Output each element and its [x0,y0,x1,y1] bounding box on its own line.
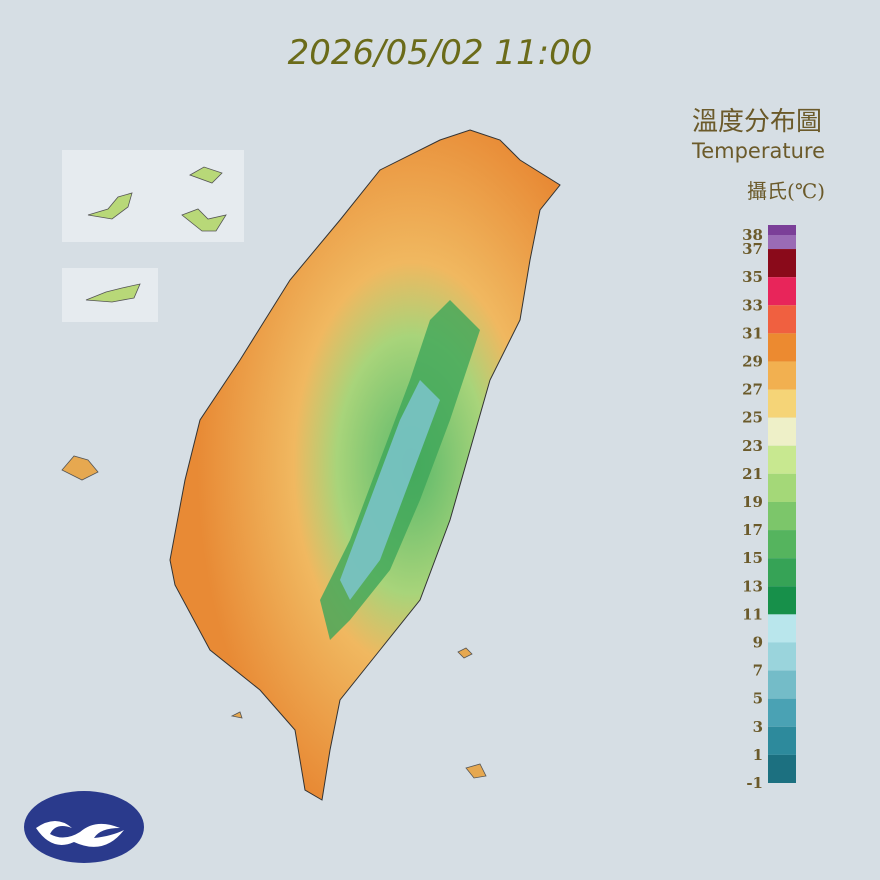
legend-band [768,225,796,235]
legend-label: 17 [742,521,763,539]
legend-band [768,235,796,250]
timestamp: 2026/05/02 11:00 [288,33,593,73]
legend-label: 3 [753,718,763,736]
legend-band [768,670,796,699]
legend-label: 13 [742,577,763,595]
legend-band [768,361,796,390]
legend-label: 5 [753,690,763,708]
legend-band [768,305,796,334]
legend-label: 7 [753,662,763,680]
legend-band [768,333,796,362]
legend-label: 1 [753,746,763,764]
high-peaks [340,380,440,600]
legend-label: 31 [742,324,763,342]
legend-band [768,642,796,671]
legend-label: 27 [742,381,763,399]
legend-band [768,249,796,278]
island [61,455,487,779]
legend-unit: 攝氏(℃) [747,179,825,203]
legend-band [768,417,796,446]
legend-label: 38 [742,226,763,244]
legend-label: 29 [742,352,763,370]
legend-band [768,614,796,643]
legend-label: -1 [746,774,763,792]
legend-label: 9 [753,633,763,651]
legend-label: 33 [742,296,763,314]
legend-label: 23 [742,437,763,455]
legend-label: 11 [742,605,763,623]
legend-band [768,473,796,502]
legend-band [768,698,796,727]
legend-band [768,754,796,783]
legend-subtitle: Temperature [691,139,825,163]
taiwan-island [169,129,561,801]
legend-band [768,445,796,474]
legend-band [768,389,796,418]
legend-band [768,530,796,559]
legend-title: 溫度分布圖 [692,107,822,137]
legend-band [768,501,796,531]
legend-label: 37 [742,240,763,258]
logo [24,791,144,863]
legend-band [768,586,796,615]
legend-label: 19 [742,493,763,511]
island [85,166,227,303]
legend-label: 15 [742,549,763,567]
logo-mark [36,821,124,847]
legend-band [768,726,796,755]
legend-label: 21 [742,465,763,483]
legend-label: 35 [742,268,763,286]
legend-label: 25 [742,409,763,427]
legend-band [768,558,796,587]
legend-band [768,277,796,306]
